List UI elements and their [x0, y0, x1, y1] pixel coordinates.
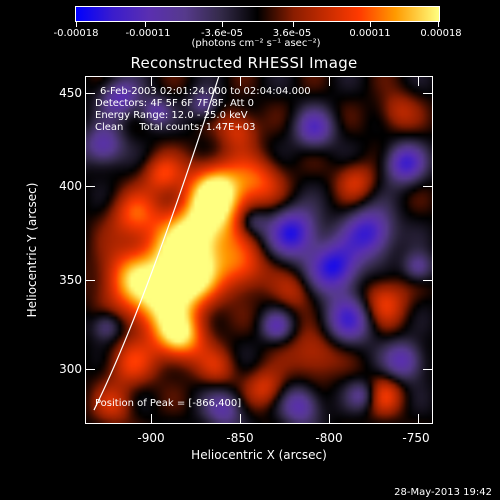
x-axis-label: Heliocentric X (arcsec) — [191, 448, 327, 462]
colorbar-tick — [222, 21, 223, 27]
x-axis-tick — [151, 414, 152, 424]
y-tick-label: 400 — [59, 179, 82, 193]
colorbar-tick-label: -3.6e-05 — [201, 28, 243, 39]
timestamp: 28-May-2013 19:42 — [394, 487, 492, 498]
y-tick-label: 300 — [59, 362, 82, 376]
info-time-range: 6-Feb-2003 02:01:24.000 to 02:04:04.000 — [100, 86, 311, 97]
info-peak-position: Position of Peak = [-866,400] — [95, 398, 242, 409]
colorbar-tick-label: 0.00011 — [349, 28, 391, 39]
x-tick-label: -900 — [137, 431, 165, 445]
x-axis-tick — [240, 76, 241, 86]
colorbar-tick-label: -0.00018 — [53, 28, 99, 39]
heatmap-image — [86, 77, 432, 423]
image-plot: 6-Feb-2003 02:01:24.000 to 02:04:04.000 … — [85, 76, 433, 424]
colorbar-tick-label: 0.00018 — [420, 28, 462, 39]
y-axis-tick — [85, 93, 95, 94]
y-tick-label: 350 — [59, 273, 82, 287]
x-tick-label: -850 — [226, 431, 254, 445]
y-axis-tick — [423, 280, 433, 281]
colorbar-tick — [438, 21, 439, 27]
x-axis-tick — [329, 76, 330, 86]
y-axis-tick — [85, 369, 95, 370]
y-axis-tick — [423, 93, 433, 94]
y-axis-tick — [423, 186, 433, 187]
x-axis-tick — [418, 414, 419, 424]
x-axis-tick — [418, 76, 419, 86]
solar-limb-line — [93, 77, 220, 411]
colorbar-tick — [293, 21, 294, 27]
x-tick-label: -800 — [315, 431, 343, 445]
colorbar-tick-label: -0.00011 — [125, 28, 171, 39]
info-energy-range: Energy Range: 12.0 - 25.0 keV — [95, 110, 248, 121]
colorbar-tick-label: 3.6e-05 — [272, 28, 312, 39]
y-axis-label: Heliocentric Y (arcsec) — [25, 182, 39, 318]
info-detectors: Detectors: 4F 5F 6F 7F 8F, Att 0 — [95, 98, 255, 109]
info-clean-counts: Clean Total counts: 1.47E+03 — [95, 122, 256, 133]
x-tick-label: -750 — [402, 431, 430, 445]
colorbar-tick — [370, 21, 371, 27]
plot-title: Reconstructed RHESSI Image — [130, 54, 358, 72]
y-axis-tick — [85, 280, 95, 281]
colorbar-tick — [145, 21, 146, 27]
colorbar-tick — [76, 21, 77, 27]
y-axis-tick — [85, 186, 95, 187]
colorbar — [75, 6, 440, 27]
y-tick-label: 450 — [59, 86, 82, 100]
y-axis-tick — [423, 369, 433, 370]
x-axis-tick — [151, 76, 152, 86]
colorbar-units: (photons cm⁻² s⁻¹ asec⁻²) — [191, 38, 321, 49]
x-axis-tick — [240, 414, 241, 424]
x-axis-tick — [329, 414, 330, 424]
